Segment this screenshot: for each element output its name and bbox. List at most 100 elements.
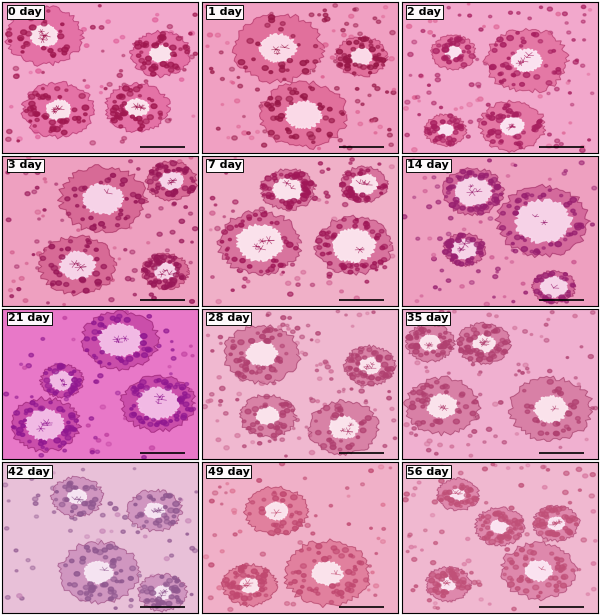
Circle shape [116,115,120,119]
Circle shape [280,438,284,442]
Polygon shape [141,253,190,290]
Circle shape [362,420,366,424]
Circle shape [151,104,157,108]
Circle shape [500,535,505,539]
Circle shape [369,47,375,52]
Circle shape [240,259,245,263]
Polygon shape [284,539,370,608]
Circle shape [512,522,518,526]
Circle shape [143,535,147,538]
Circle shape [554,145,559,148]
Circle shape [529,405,534,408]
Circle shape [314,44,317,48]
Circle shape [508,582,514,587]
Circle shape [119,95,125,100]
Circle shape [179,498,181,500]
Circle shape [482,467,487,471]
Circle shape [175,263,181,268]
Circle shape [492,49,497,52]
Circle shape [108,598,112,601]
Circle shape [274,426,278,430]
Circle shape [512,607,516,611]
Circle shape [266,195,271,198]
Circle shape [514,112,518,115]
Circle shape [542,538,548,542]
Circle shape [420,295,423,297]
Circle shape [360,43,364,46]
Circle shape [361,103,364,105]
Circle shape [133,391,136,394]
Circle shape [413,487,417,490]
Circle shape [530,333,533,335]
Circle shape [495,538,501,542]
Circle shape [421,331,424,333]
Circle shape [490,66,494,69]
Circle shape [355,264,359,267]
Circle shape [145,599,149,602]
Circle shape [182,169,187,172]
Circle shape [70,516,74,519]
Circle shape [469,207,473,211]
Circle shape [217,127,220,130]
Polygon shape [155,263,177,279]
Circle shape [307,190,310,192]
Circle shape [185,383,188,386]
Circle shape [385,355,391,360]
Circle shape [493,194,499,199]
Circle shape [105,434,109,436]
Circle shape [412,96,417,99]
Circle shape [64,45,70,49]
Circle shape [242,602,247,605]
Circle shape [455,569,459,571]
Circle shape [217,586,222,590]
Circle shape [5,527,9,530]
Circle shape [310,399,315,403]
Circle shape [533,585,539,590]
Circle shape [549,533,553,536]
Circle shape [83,486,89,491]
Circle shape [412,148,417,152]
Circle shape [453,486,457,489]
Circle shape [518,370,520,372]
Circle shape [537,251,540,253]
Circle shape [450,600,452,602]
Circle shape [550,311,554,314]
Circle shape [430,514,434,517]
Circle shape [111,117,115,121]
Circle shape [537,121,541,124]
Circle shape [446,344,451,347]
Circle shape [138,127,142,131]
Circle shape [432,257,436,260]
Circle shape [473,174,477,177]
Circle shape [437,495,444,500]
Circle shape [116,216,121,220]
Circle shape [410,432,413,435]
Circle shape [369,376,374,379]
Circle shape [540,524,546,529]
Circle shape [478,175,484,180]
Circle shape [325,365,331,369]
Text: 1 day: 1 day [208,7,242,17]
Circle shape [278,263,283,267]
Circle shape [114,116,119,119]
Circle shape [420,328,427,333]
Circle shape [172,170,175,172]
Circle shape [435,185,440,188]
Circle shape [260,184,266,189]
Circle shape [65,435,71,440]
Circle shape [290,330,295,333]
Circle shape [456,582,461,587]
Circle shape [382,258,387,262]
Circle shape [157,232,162,236]
Circle shape [581,64,585,67]
Circle shape [161,601,166,605]
Circle shape [554,557,557,560]
Circle shape [332,591,335,593]
Circle shape [356,354,359,357]
Circle shape [32,497,38,501]
Circle shape [38,97,41,100]
Circle shape [47,466,52,469]
Circle shape [280,403,285,407]
Circle shape [353,220,358,223]
Circle shape [32,190,37,194]
